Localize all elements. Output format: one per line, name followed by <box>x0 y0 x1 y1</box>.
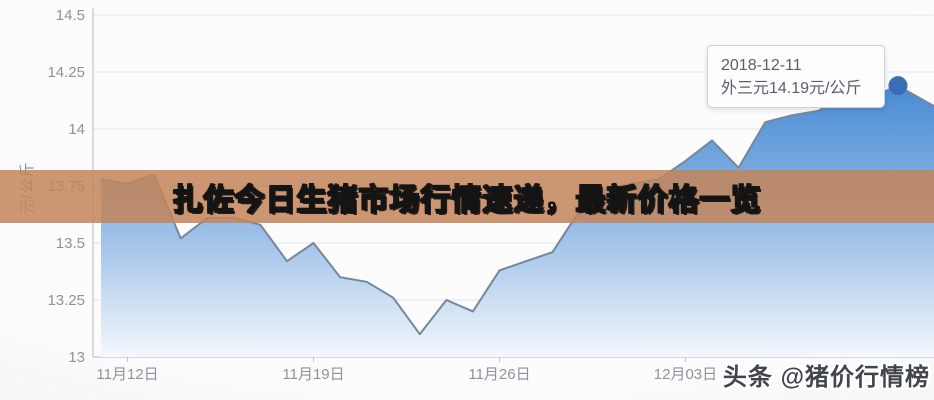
chart-tooltip: 2018-12-11 外三元14.19元/公斤 <box>707 45 885 108</box>
last-point-marker <box>888 76 908 96</box>
y-tick-label: 14 <box>68 121 85 138</box>
title-banner: 扎佐今日生猪市场行情速递，最新价格一览 <box>0 170 934 223</box>
watermark: 头条 @猪价行情榜 <box>722 364 930 391</box>
tooltip-date: 2018-12-11 <box>721 57 802 74</box>
y-tick-label: 13.25 <box>47 292 85 309</box>
y-tick-label: 14.5 <box>56 7 85 24</box>
y-tick-label: 14.25 <box>47 64 85 81</box>
x-tick-label: 11月26日 <box>468 366 530 383</box>
y-tick-label: 13 <box>68 349 85 366</box>
y-tick-label: 13.5 <box>56 235 85 252</box>
area-fill <box>101 85 934 357</box>
x-tick-label: 11月12日 <box>96 366 158 383</box>
x-tick-label: 11月19日 <box>282 366 344 383</box>
x-tick-label: 12月03日 <box>654 366 717 383</box>
page-title: 扎佐今日生猪市场行情速递，最新价格一览 <box>172 183 762 218</box>
tooltip-value: 外三元14.19元/公斤 <box>721 80 862 97</box>
